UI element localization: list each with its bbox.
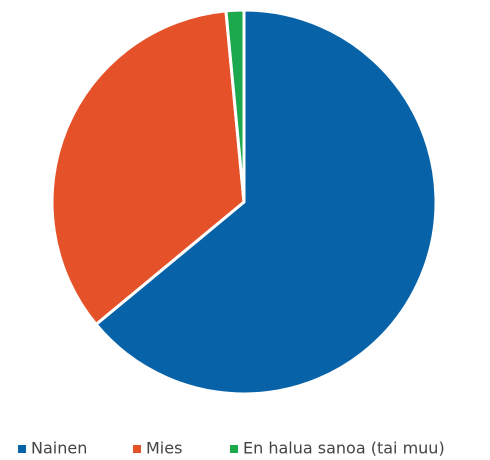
legend-label: En halua sanoa (tai muu)	[243, 439, 445, 458]
legend-swatch	[133, 445, 141, 453]
legend-label: Mies	[146, 439, 182, 458]
legend-swatch	[230, 445, 238, 453]
legend-label: Nainen	[31, 439, 87, 458]
pie-slice	[94, 8, 438, 396]
legend-swatch	[18, 445, 26, 453]
pie-slice	[224, 8, 246, 204]
pie-slice	[50, 9, 246, 326]
